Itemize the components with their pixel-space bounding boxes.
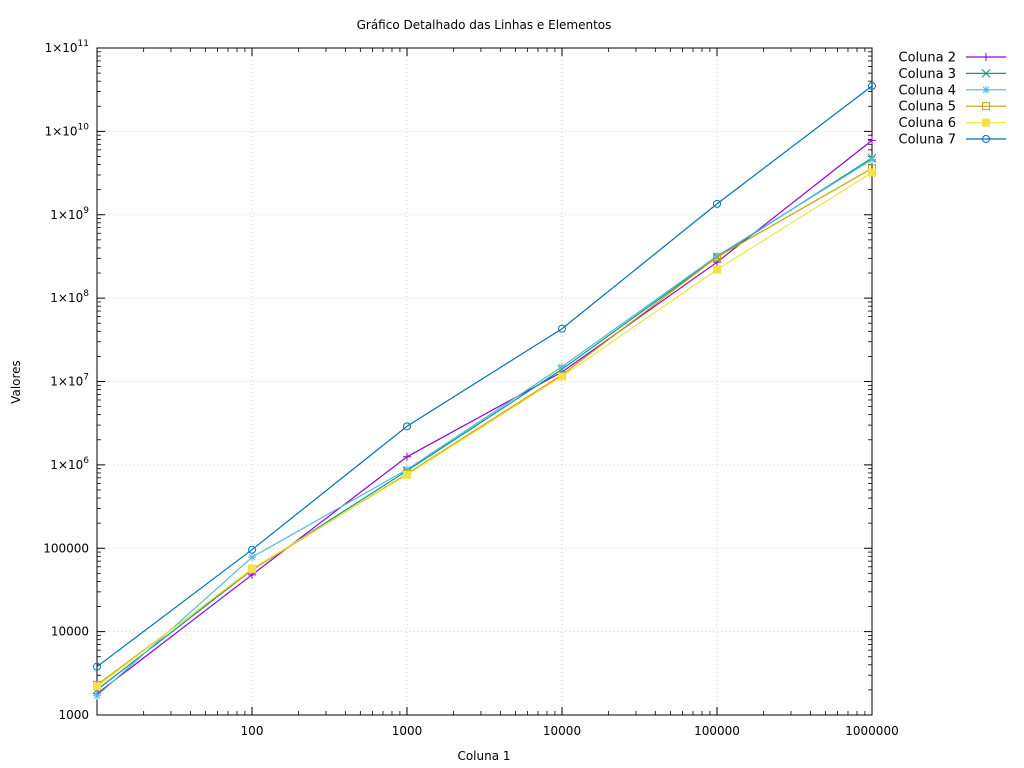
y-tick-label: 10000 — [51, 625, 89, 639]
data-point — [93, 682, 101, 691]
chart-title: Gráfico Detalhado das Linhas e Elementos — [357, 18, 612, 32]
x-tick-label: 1000000 — [845, 724, 898, 738]
data-point — [982, 102, 990, 111]
y-tick-label: 1×1010 — [45, 122, 90, 138]
y-tick-label: 100000 — [43, 541, 89, 555]
legend-label: Coluna 4 — [899, 83, 957, 98]
data-point — [868, 136, 876, 145]
legend-label: Coluna 2 — [899, 51, 957, 66]
legend-item: Coluna 7 — [899, 133, 1006, 148]
data-point — [868, 168, 876, 177]
legend-item: Coluna 5 — [899, 100, 1006, 115]
series-coluna-6 — [93, 168, 876, 691]
y-tick-label: 1×106 — [50, 456, 89, 472]
x-tick-label: 10000 — [543, 724, 581, 738]
series-coluna-4 — [93, 155, 876, 700]
data-point — [403, 470, 411, 479]
data-point — [982, 53, 990, 61]
data-point — [558, 324, 566, 333]
data-point — [713, 253, 721, 262]
data-point — [982, 135, 990, 143]
y-tick-label: 1×109 — [50, 206, 89, 222]
series-coluna-2 — [93, 136, 876, 698]
data-point — [558, 372, 566, 381]
series-group — [92, 82, 877, 700]
data-point — [982, 85, 990, 94]
y-tick-label: 1×108 — [50, 289, 89, 305]
legend-label: Coluna 3 — [899, 67, 957, 82]
data-point — [868, 155, 876, 164]
y-axis-label: Valores — [9, 360, 23, 404]
data-point — [403, 422, 411, 431]
series-line — [96, 172, 873, 687]
data-point — [93, 691, 101, 700]
x-tick-label: 100000 — [694, 724, 740, 738]
series-line — [96, 158, 873, 697]
legend-label: Coluna 7 — [899, 133, 957, 148]
series-line — [96, 167, 873, 686]
series-line — [96, 157, 873, 691]
y-tick-label: 1×1011 — [45, 39, 89, 55]
x-tick-label: 100 — [241, 724, 264, 738]
legend-label: Coluna 6 — [899, 116, 957, 131]
legend-item: Coluna 2 — [899, 51, 1006, 66]
data-point — [248, 564, 256, 573]
data-point — [558, 362, 566, 371]
data-point — [868, 82, 876, 91]
data-point — [713, 252, 721, 261]
data-point — [982, 118, 990, 127]
y-tick-label: 1000 — [58, 708, 89, 722]
legend-label: Coluna 5 — [899, 100, 957, 115]
legend-item: Coluna 4 — [899, 83, 1006, 98]
data-point — [713, 199, 721, 208]
x-axis: 100 1000 10000 100000 1000000 — [96, 48, 899, 738]
grid-lines — [97, 48, 872, 715]
data-point — [713, 265, 721, 274]
data-point — [403, 465, 411, 474]
series-coluna-7 — [93, 82, 876, 671]
legend-item: Coluna 3 — [899, 67, 1006, 82]
x-axis-label: Coluna 1 — [457, 749, 510, 763]
x-tick-label: 1000 — [392, 724, 423, 738]
data-point — [403, 452, 411, 461]
y-tick-label: 1×107 — [50, 373, 89, 389]
data-point — [93, 662, 101, 671]
data-point — [248, 553, 256, 562]
series-line — [96, 85, 873, 668]
series-line — [96, 139, 873, 695]
legend-item: Coluna 6 — [899, 116, 1006, 131]
y-axis: 1000 10000 100000 1×106 1×107 1×108 1×109 1×101… — [43, 39, 872, 722]
data-point — [981, 69, 991, 78]
data-point — [248, 545, 256, 554]
